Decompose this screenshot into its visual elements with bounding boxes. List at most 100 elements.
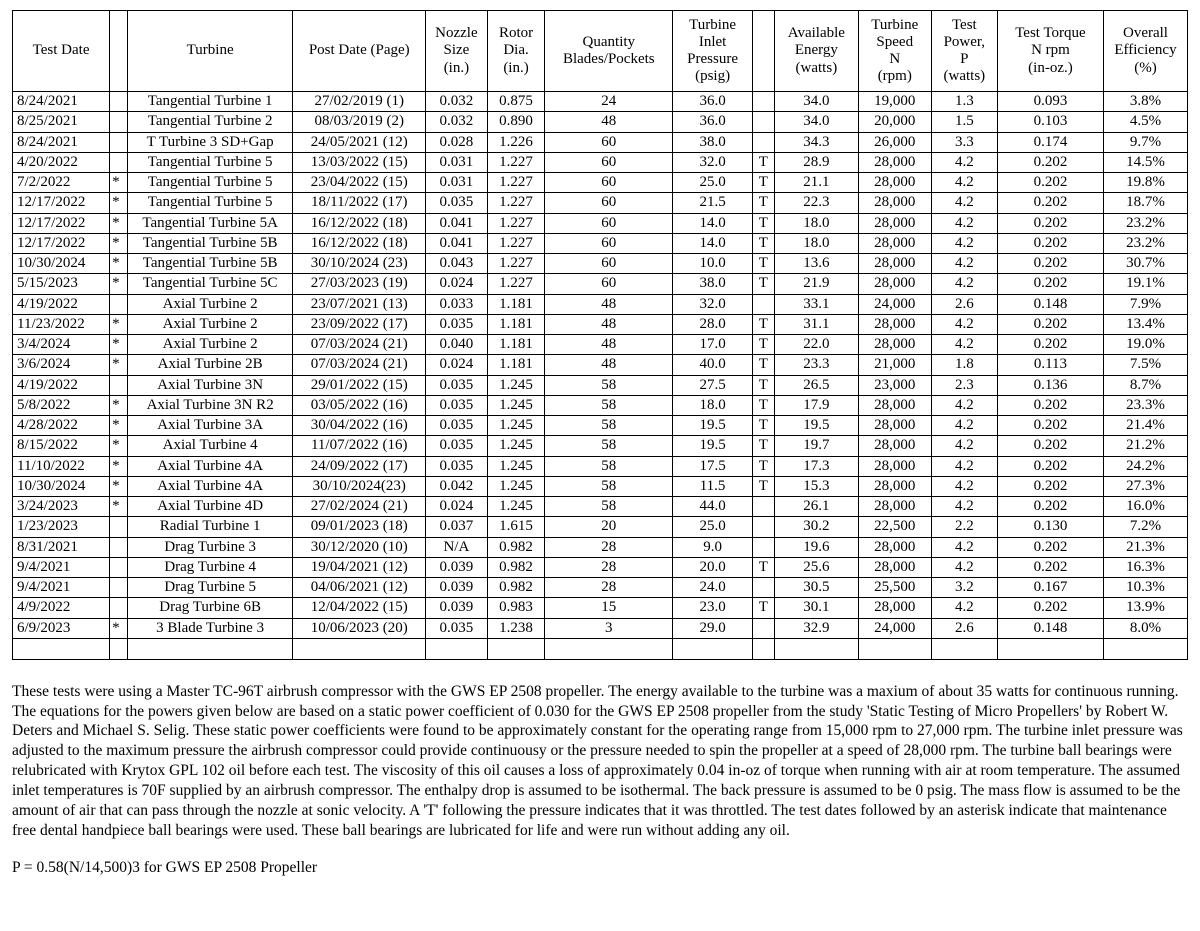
cell: 26.1: [774, 497, 858, 517]
cell: 11/07/2022 (16): [293, 436, 426, 456]
cell: 4.5%: [1103, 112, 1187, 132]
cell: Axial Turbine 4A: [127, 476, 293, 496]
cell: 28,000: [858, 436, 931, 456]
cell: 19.5: [673, 416, 753, 436]
cell: 0.982: [487, 537, 544, 557]
cell: 0.035: [425, 314, 487, 334]
cell: 10/30/2024: [13, 476, 110, 496]
cell: 0.035: [425, 456, 487, 476]
cell: [110, 375, 128, 395]
cell: 48: [545, 335, 673, 355]
cell: 27.3%: [1103, 476, 1187, 496]
cell: Axial Turbine 3A: [127, 416, 293, 436]
cell: 60: [545, 254, 673, 274]
cell: [752, 132, 774, 152]
cell: 9.7%: [1103, 132, 1187, 152]
cell: 4.2: [931, 557, 997, 577]
cell: 0.035: [425, 375, 487, 395]
cell: 29.0: [673, 618, 753, 638]
cell: 1.181: [487, 355, 544, 375]
cell: 0.202: [997, 416, 1103, 436]
table-header-row: Test DateTurbinePost Date (Page)NozzleSi…: [13, 11, 1188, 92]
cell: 0.202: [997, 456, 1103, 476]
cell: 19.6: [774, 537, 858, 557]
cell: 07/03/2024 (21): [293, 355, 426, 375]
cell: 1.615: [487, 517, 544, 537]
cell: 19.1%: [1103, 274, 1187, 294]
notes-paragraph: These tests were using a Master TC-96T a…: [12, 682, 1188, 841]
cell: 07/03/2024 (21): [293, 335, 426, 355]
cell: 0.035: [425, 618, 487, 638]
col-header-5: RotorDia.(in.): [487, 11, 544, 92]
cell: 4.2: [931, 233, 997, 253]
table-row: 4/19/2022Axial Turbine 223/07/2021 (13)0…: [13, 294, 1188, 314]
cell: 3.8%: [1103, 92, 1187, 112]
cell: 0.032: [425, 112, 487, 132]
cell: 1.226: [487, 132, 544, 152]
table-row: 11/23/2022*Axial Turbine 223/09/2022 (17…: [13, 314, 1188, 334]
cell: Axial Turbine 4: [127, 436, 293, 456]
cell: 23.3%: [1103, 395, 1187, 415]
cell: *: [110, 254, 128, 274]
cell: 28,000: [858, 537, 931, 557]
cell: *: [110, 193, 128, 213]
cell: 3/6/2024: [13, 355, 110, 375]
cell: 9/4/2021: [13, 578, 110, 598]
cell: 0.202: [997, 254, 1103, 274]
cell: 8.7%: [1103, 375, 1187, 395]
cell: [752, 537, 774, 557]
cell: 0.024: [425, 355, 487, 375]
cell: 28,000: [858, 598, 931, 618]
cell: 11/10/2022: [13, 456, 110, 476]
cell: T: [752, 598, 774, 618]
cell: 32.0: [673, 152, 753, 172]
cell: 11.5: [673, 476, 753, 496]
cell: 12/17/2022: [13, 213, 110, 233]
cell: [752, 112, 774, 132]
cell: 24,000: [858, 618, 931, 638]
cell: 6/9/2023: [13, 618, 110, 638]
cell: 21.3%: [1103, 537, 1187, 557]
cell: T: [752, 152, 774, 172]
cell: 4.2: [931, 476, 997, 496]
cell: Drag Turbine 6B: [127, 598, 293, 618]
cell: Drag Turbine 5: [127, 578, 293, 598]
cell: 7/2/2022: [13, 173, 110, 193]
cell: 18.0: [774, 213, 858, 233]
cell: Drag Turbine 3: [127, 537, 293, 557]
cell: 1.227: [487, 152, 544, 172]
cell: 8/31/2021: [13, 537, 110, 557]
cell: *: [110, 314, 128, 334]
cell: 18.0: [673, 395, 753, 415]
table-row: 5/15/2023*Tangential Turbine 5C27/03/202…: [13, 274, 1188, 294]
cell: 19.0%: [1103, 335, 1187, 355]
col-header-6: QuantityBlades/Pockets: [545, 11, 673, 92]
cell: 0.040: [425, 335, 487, 355]
cell: 3: [545, 618, 673, 638]
cell: 4/9/2022: [13, 598, 110, 618]
cell: T: [752, 193, 774, 213]
cell: 8/24/2021: [13, 92, 110, 112]
cell: *: [110, 618, 128, 638]
cell: 0.037: [425, 517, 487, 537]
cell: 17.9: [774, 395, 858, 415]
cell: *: [110, 436, 128, 456]
cell: Tangential Turbine 1: [127, 92, 293, 112]
cell: 23/04/2022 (15): [293, 173, 426, 193]
col-header-7: TurbineInletPressure(psig): [673, 11, 753, 92]
notes-section: These tests were using a Master TC-96T a…: [12, 682, 1188, 878]
cell: 1.8: [931, 355, 997, 375]
cell: 13.6: [774, 254, 858, 274]
turbine-test-table: Test DateTurbinePost Date (Page)NozzleSi…: [12, 10, 1188, 660]
cell: 34.0: [774, 92, 858, 112]
cell: *: [110, 233, 128, 253]
table-row: 6/9/2023*3 Blade Turbine 310/06/2023 (20…: [13, 618, 1188, 638]
cell: 14.5%: [1103, 152, 1187, 172]
cell: 0.890: [487, 112, 544, 132]
cell: *: [110, 395, 128, 415]
cell: 1.227: [487, 213, 544, 233]
cell: 21,000: [858, 355, 931, 375]
cell: T: [752, 436, 774, 456]
cell: 4.2: [931, 395, 997, 415]
cell: [752, 578, 774, 598]
